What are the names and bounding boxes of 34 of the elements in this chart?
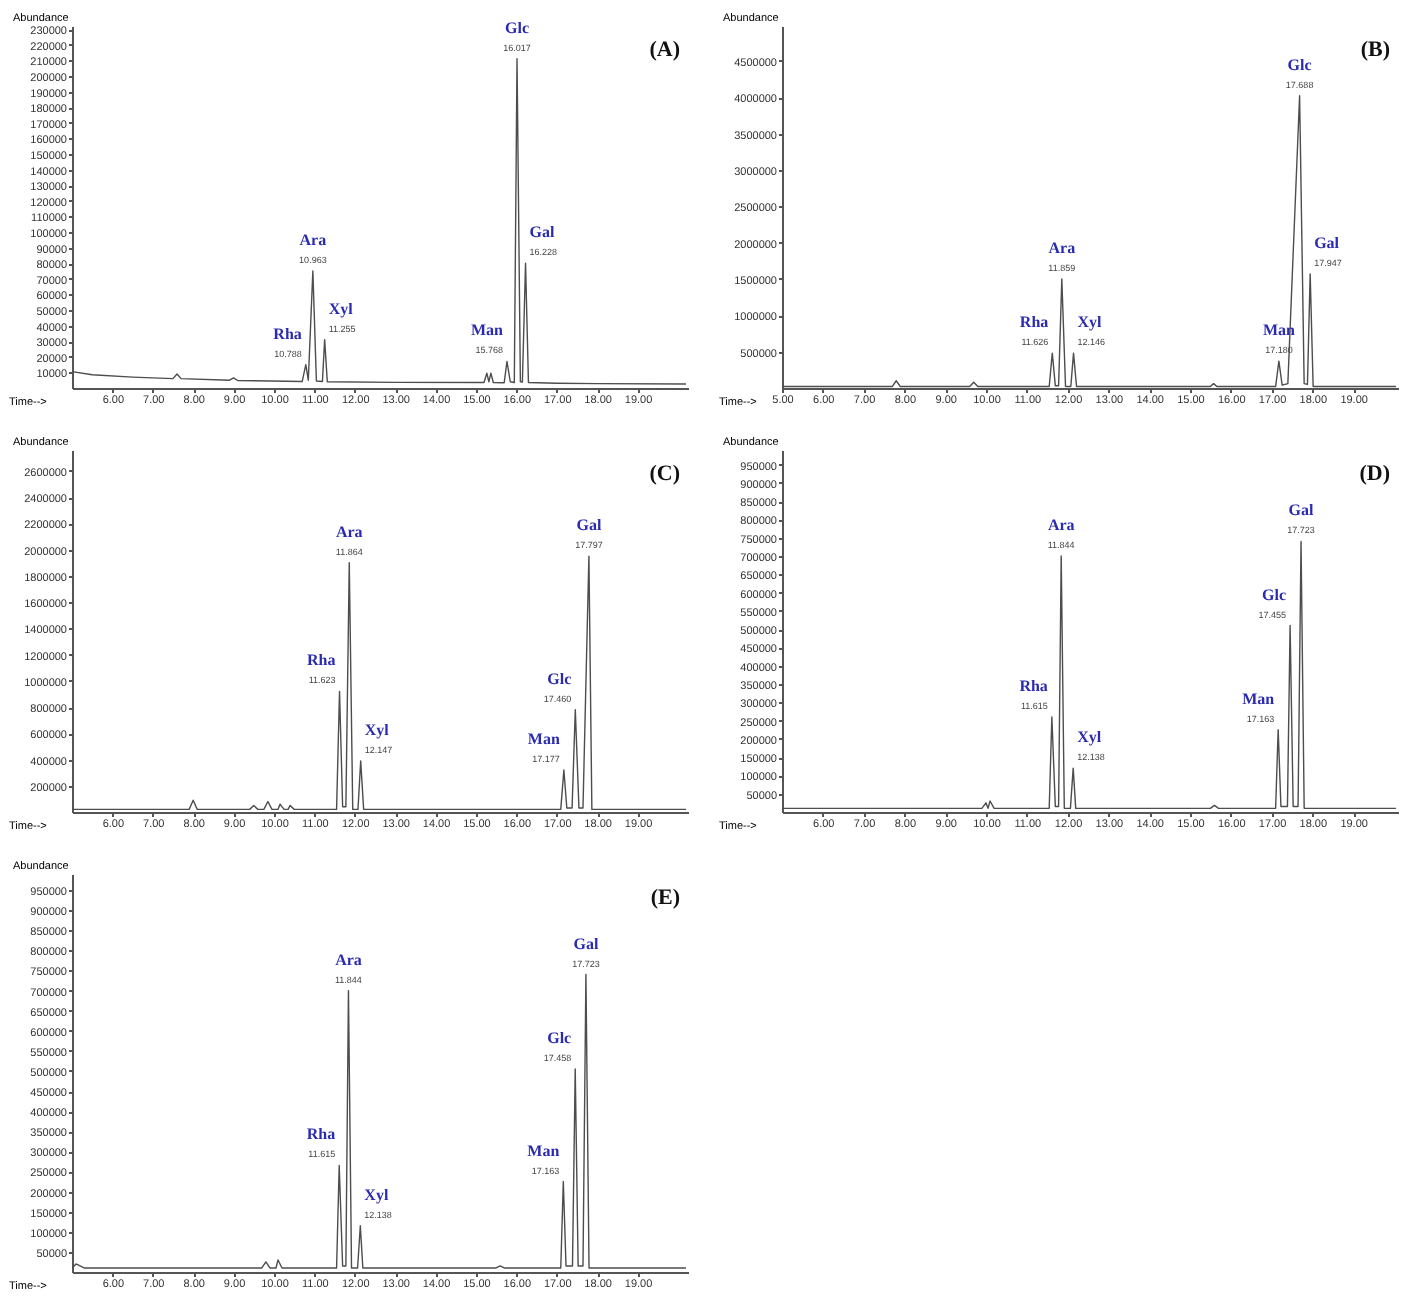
- annotation: Gal: [576, 516, 603, 535]
- annotation: Xyl: [364, 720, 391, 739]
- annotation: Man: [527, 1141, 561, 1160]
- annotation: Glc: [1287, 55, 1313, 74]
- annotation: Gal: [573, 934, 600, 953]
- annotation: Man: [527, 730, 561, 749]
- annotation: Ara: [335, 522, 363, 541]
- annotation: Glc: [505, 18, 530, 37]
- annotation: Xyl: [328, 299, 355, 318]
- annotation: Xyl: [1077, 313, 1104, 332]
- annotation: Gal: [529, 223, 556, 242]
- annotation: Man: [470, 321, 505, 340]
- annotation: Glc: [1262, 585, 1287, 604]
- annotation: Man: [1242, 689, 1276, 708]
- annotation: Rha: [1019, 676, 1048, 695]
- annotation: Ara: [1047, 516, 1075, 535]
- annotation: Rha: [307, 651, 336, 670]
- text: (E): [650, 886, 681, 910]
- text: (A): [649, 38, 681, 62]
- annotation: Gal: [1288, 501, 1316, 520]
- annotation: Rha: [1019, 313, 1049, 332]
- annotation: Glc: [547, 669, 573, 688]
- annotation: Rha: [306, 1125, 336, 1144]
- annotation: Glc: [547, 1028, 573, 1047]
- annotation: Xyl: [1077, 728, 1103, 747]
- text: (C): [649, 462, 681, 486]
- text: (B): [1360, 38, 1391, 62]
- annotation: Xyl: [364, 1185, 390, 1204]
- annotation: Gal: [1314, 233, 1341, 252]
- annotation: Ara: [335, 950, 362, 969]
- annotation: Ara: [299, 230, 327, 249]
- annotation: Ara: [1048, 238, 1076, 257]
- text: (D): [1359, 462, 1391, 486]
- annotation: Rha: [273, 324, 302, 343]
